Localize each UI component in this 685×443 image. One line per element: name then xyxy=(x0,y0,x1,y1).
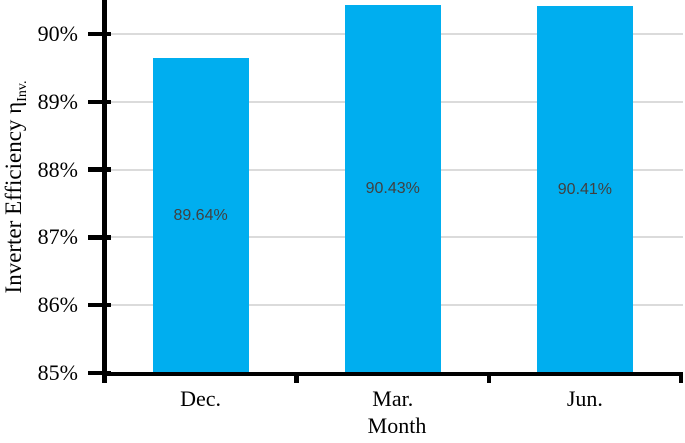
x-axis-tick xyxy=(678,371,684,383)
y-axis-tick xyxy=(88,370,111,376)
bar xyxy=(536,6,633,373)
bar-value-label: 90.41% xyxy=(557,180,613,198)
y-axis-tick xyxy=(88,302,111,308)
y-axis-tick xyxy=(88,167,111,172)
y-axis-tick xyxy=(88,235,111,240)
bar xyxy=(152,58,249,373)
y-axis-tick xyxy=(88,99,111,105)
y-tick-label: 86% xyxy=(37,292,78,318)
x-category-label: Dec. xyxy=(180,386,222,411)
y-axis-line xyxy=(102,0,107,376)
y-tick-label: 88% xyxy=(37,156,78,182)
y-tick-label: 87% xyxy=(37,224,78,250)
bar-value-label: 90.43% xyxy=(365,179,420,197)
x-category-label: Jun. xyxy=(566,386,603,411)
y-axis-title-text: Inverter Efficiency η xyxy=(1,101,26,294)
x-axis-tick xyxy=(102,371,107,383)
x-axis-tick xyxy=(294,371,299,383)
x-category-label: Mar. xyxy=(372,386,414,411)
y-axis-tick xyxy=(88,31,111,37)
x-axis-tick xyxy=(486,371,492,383)
x-axis-title: Month xyxy=(367,413,427,438)
x-axis-line xyxy=(102,371,684,376)
bar xyxy=(344,4,441,373)
y-tick-label: 90% xyxy=(37,21,78,46)
y-tick-label: 85% xyxy=(37,360,78,385)
bar-value-label: 89.64% xyxy=(173,206,228,224)
y-tick-label: 89% xyxy=(37,88,78,114)
